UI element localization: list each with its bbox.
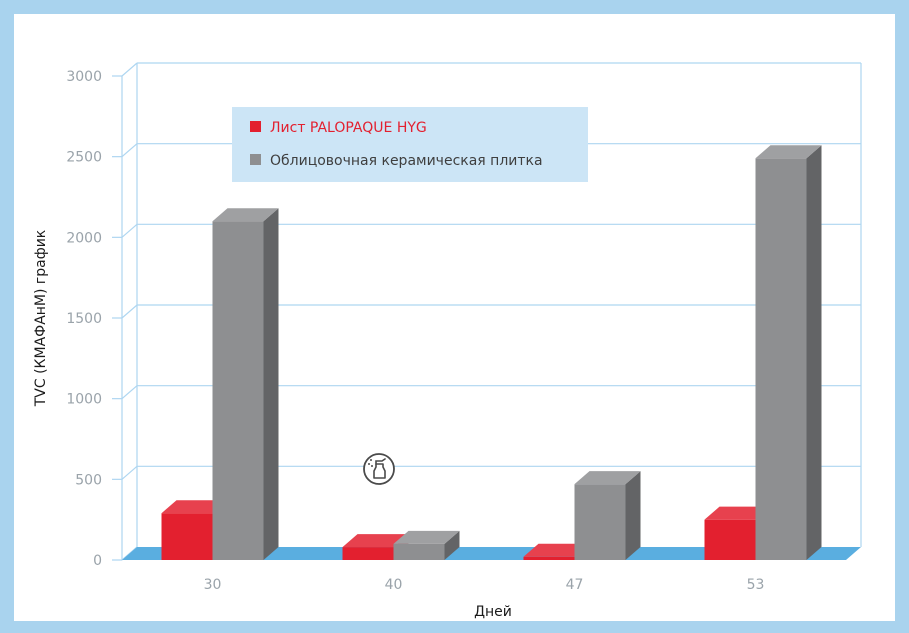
x-tick-label: 47: [566, 577, 584, 593]
y-tick-label: 500: [75, 472, 102, 488]
grid-diagonal: [121, 385, 138, 400]
y-tick-label: 0: [93, 553, 102, 569]
x-axis-label: Дней: [474, 604, 512, 620]
grid-diagonal: [121, 304, 138, 319]
bar-top: [704, 506, 771, 520]
y-tick-label: 2500: [66, 150, 102, 166]
bar-front: [393, 543, 445, 560]
bar-30-1: [212, 208, 279, 560]
bar-side: [625, 471, 641, 560]
bar-top: [574, 471, 641, 485]
y-tick-label: 3000: [66, 69, 102, 85]
bar-47-1: [574, 471, 641, 560]
grid-diagonal: [121, 465, 138, 480]
bar-top: [161, 500, 228, 514]
bar-side: [263, 208, 279, 560]
bar-front: [161, 513, 213, 560]
bar-40-0: [342, 534, 409, 560]
x-tick-label: 40: [385, 577, 403, 593]
bar-front: [755, 158, 807, 560]
bar-top: [755, 145, 822, 159]
legend: Лист PALOPAQUE HYG Облицовочная керамиче…: [232, 107, 588, 182]
spray-bottle-icon: [363, 453, 395, 485]
bar-front: [212, 221, 264, 560]
legend-label-palopaque: Лист PALOPAQUE HYG: [270, 120, 427, 136]
floor-plane: [122, 547, 861, 560]
bar-side: [806, 145, 822, 560]
bar-top: [342, 534, 409, 548]
bar-53-1: [755, 145, 822, 560]
grid-diagonal: [121, 143, 138, 158]
legend-swatch-ceramic-tile: [250, 154, 261, 165]
y-tick-label: 1500: [66, 311, 102, 327]
bar-front: [704, 519, 756, 560]
y-axis-label: TVC (КМАФАнМ) график: [33, 230, 49, 408]
legend-swatch-palopaque: [250, 121, 261, 132]
legend-label-ceramic-tile: Облицовочная керамическая плитка: [270, 153, 543, 169]
legend-background: [232, 107, 588, 182]
y-tick-label: 2000: [66, 230, 102, 246]
bar-front: [523, 556, 575, 560]
bar-top: [212, 208, 279, 222]
x-tick-label: 30: [204, 577, 222, 593]
bars: [161, 145, 822, 560]
bar-front: [342, 547, 394, 560]
bar-40-1: [393, 530, 460, 560]
bar-top: [523, 543, 590, 557]
chart-floor: [122, 547, 861, 560]
bar-top: [393, 530, 460, 544]
grid-diagonal: [121, 62, 138, 77]
bar-front: [574, 484, 626, 560]
y-tick-labels: 0 500 1000 1500 2000 2500 3000: [66, 69, 102, 569]
x-tick-label: 53: [747, 577, 765, 593]
y-tick-label: 1000: [66, 392, 102, 408]
bar-side: [444, 530, 460, 560]
x-tick-labels: 30 40 47 53: [204, 577, 765, 593]
grid-diagonal: [121, 223, 138, 238]
